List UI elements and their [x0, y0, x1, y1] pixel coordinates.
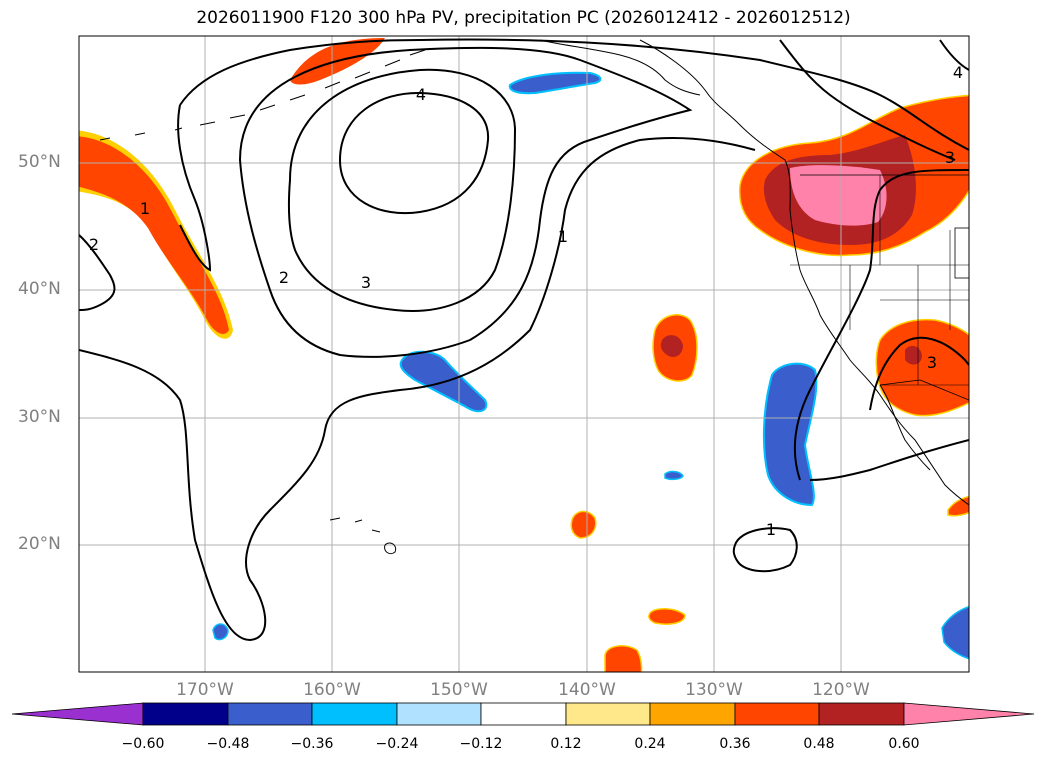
- precip-positive-area: [790, 165, 887, 226]
- coastlines: [99, 39, 969, 555]
- pv-contours: [79, 38, 969, 642]
- pv-contour-1c: [732, 527, 798, 573]
- map-inset-box: [954, 227, 969, 279]
- colorbar-segment: [649, 702, 736, 726]
- hawaii-islands: [329, 517, 397, 555]
- pv-contour-3c: [779, 39, 956, 161]
- colorbar-tick: −0.12: [459, 736, 503, 752]
- lon-label: 140°W: [558, 680, 616, 700]
- colorbar-tick: −0.48: [206, 736, 250, 752]
- contour-label-group: 4 3 2 1 2 1 1 3 3 4: [89, 63, 963, 539]
- precip-negative-area: [762, 362, 818, 507]
- lon-label: 150°W: [430, 680, 488, 700]
- contour-label: 1: [558, 227, 568, 246]
- colorbar-segment: [818, 702, 905, 726]
- colorbar-extend-high: [903, 702, 1035, 726]
- colorbar: [11, 702, 1035, 726]
- colorbar-segment: [396, 702, 482, 726]
- pv-contour-4b: [939, 39, 969, 71]
- contour-label: 1: [766, 520, 776, 539]
- contour-label: 1: [140, 199, 150, 218]
- contour-label: 2: [279, 268, 289, 287]
- lat-label: 50°N: [18, 152, 61, 172]
- contour-label: 4: [953, 63, 963, 82]
- colorbar-tick: −0.24: [375, 736, 419, 752]
- contour-label: 3: [945, 148, 955, 167]
- colorbar-segment: [734, 702, 820, 726]
- north-america-coast: [639, 39, 969, 506]
- pv-contour-3: [287, 68, 517, 312]
- lon-label: 170°W: [176, 680, 234, 700]
- pv-contour-1d: [793, 169, 969, 481]
- colorbar-tick: 0.24: [634, 736, 666, 752]
- precip-negative-area: [941, 605, 969, 660]
- colorbar-segment: [480, 702, 567, 726]
- colorbar-tick: −0.60: [121, 736, 165, 752]
- pv-contour-2: [238, 46, 693, 358]
- precip-negative-area: [664, 470, 684, 481]
- map-frame: [78, 35, 970, 673]
- colorbar-extend-low: [11, 702, 144, 726]
- lon-label: 120°W: [812, 680, 870, 700]
- contour-label: 2: [89, 235, 99, 254]
- contour-label: 4: [416, 85, 426, 104]
- colorbar-tick: 0.12: [550, 736, 582, 752]
- state-borders: [790, 175, 969, 386]
- pv-contour-1: [179, 38, 969, 151]
- pv-contour-2b: [79, 234, 116, 311]
- precip-negative-area: [212, 623, 229, 641]
- precip-shading: [79, 38, 969, 672]
- colorbar-tick: 0.36: [719, 736, 751, 752]
- precip-positive-area: [604, 645, 643, 672]
- colorbar-segment: [311, 702, 398, 726]
- lat-label: 20°N: [18, 534, 61, 554]
- us-mexico-border: [879, 379, 969, 401]
- lat-label: 30°N: [18, 407, 61, 427]
- lat-label: 40°N: [18, 279, 61, 299]
- precip-positive-area: [660, 335, 683, 357]
- pv-contour-1b: [79, 137, 756, 642]
- precip-positive-area: [875, 318, 969, 417]
- colorbar-tick: 0.60: [888, 736, 920, 752]
- pv-contour-1e: [809, 439, 969, 481]
- colorbar-segment: [565, 702, 651, 726]
- colorbar-segment: [227, 702, 313, 726]
- pv-contour-3b: [869, 336, 969, 411]
- map-title: 2026011900 F120 300 hPa PV, precipitatio…: [196, 8, 851, 28]
- lon-label: 130°W: [685, 680, 743, 700]
- precip-negative-area: [508, 71, 602, 95]
- precip-positive-area: [79, 136, 229, 334]
- alaska-coast: [539, 39, 701, 96]
- colorbar-tick: 0.48: [803, 736, 835, 752]
- colorbar-segment: [142, 702, 229, 726]
- contour-label: 3: [927, 353, 937, 372]
- colorbar-tick: −0.36: [290, 736, 334, 752]
- pv-contour-4: [338, 91, 490, 215]
- baja-coast: [879, 384, 931, 471]
- contour-label: 3: [361, 273, 371, 292]
- precip-positive-area: [648, 608, 686, 625]
- pv-contour-2c: [177, 104, 212, 272]
- lon-label: 160°W: [303, 680, 361, 700]
- precip-positive-area: [570, 510, 597, 539]
